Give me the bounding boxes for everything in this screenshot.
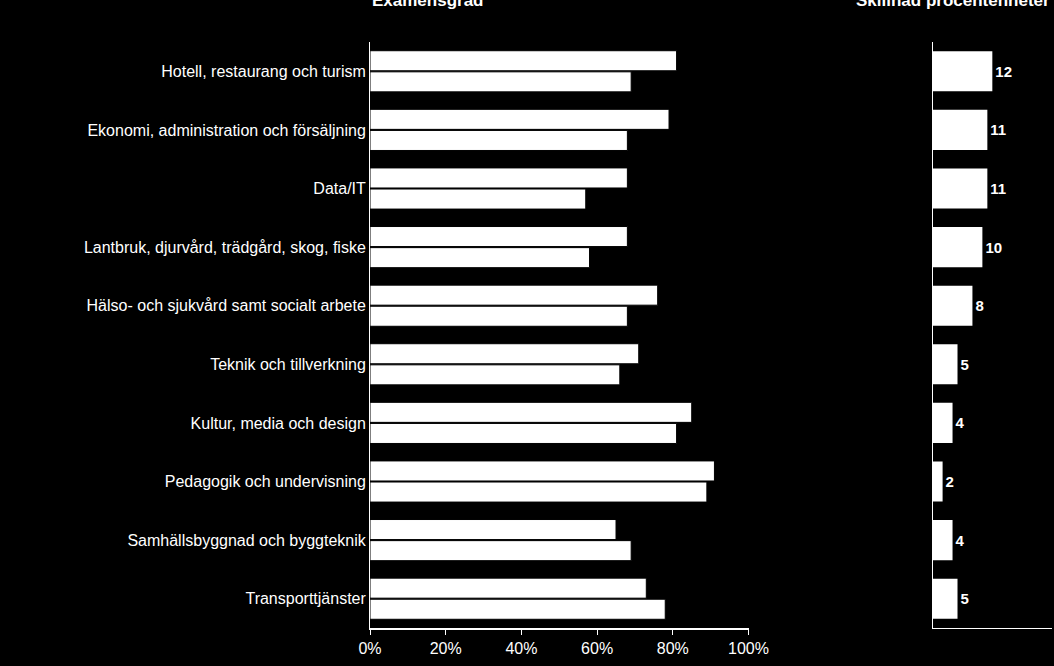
svg-text:20%: 20% [430,640,462,657]
svg-text:2: 2 [946,473,954,490]
svg-text:80%: 80% [657,640,689,657]
svg-text:11: 11 [990,121,1006,138]
svg-text:100%: 100% [728,640,769,657]
svg-text:10: 10 [985,239,1002,256]
svg-text:5: 5 [961,590,969,607]
svg-text:Ekonomi, administration och fö: Ekonomi, administration och försäljning [87,121,365,138]
svg-text:Pedagogik och undervisning: Pedagogik och undervisning [165,473,366,490]
svg-text:Lantbruk, djurvård, trädgård,: Lantbruk, djurvård, trädgård, skog, fisk… [84,239,366,256]
svg-text:12: 12 [995,63,1012,80]
svg-text:11: 11 [990,180,1006,197]
svg-text:Data/IT: Data/IT [313,180,366,197]
svg-text:Skillnad procentenheter: Skillnad procentenheter [856,0,1050,10]
svg-text:Transporttjänster: Transporttjänster [245,590,366,607]
svg-text:Hotell, restaurang och turism: Hotell, restaurang och turism [161,63,366,80]
svg-text:Teknik och tillverkning: Teknik och tillverkning [210,356,366,373]
svg-text:0%: 0% [358,640,381,657]
svg-text:4: 4 [956,414,965,431]
svg-text:5: 5 [961,356,969,373]
svg-text:Examensgrad: Examensgrad [372,0,484,10]
svg-text:Kultur, media och design: Kultur, media och design [191,415,366,432]
svg-text:8: 8 [975,297,983,314]
svg-text:60%: 60% [581,640,613,657]
svg-text:Samhällsbyggnad och byggteknik: Samhällsbyggnad och byggteknik [127,532,366,549]
svg-text:4: 4 [956,532,965,549]
svg-text:40%: 40% [505,640,537,657]
svg-text:Hälso- och sjukvård samt socia: Hälso- och sjukvård samt socialt arbete [87,297,366,314]
